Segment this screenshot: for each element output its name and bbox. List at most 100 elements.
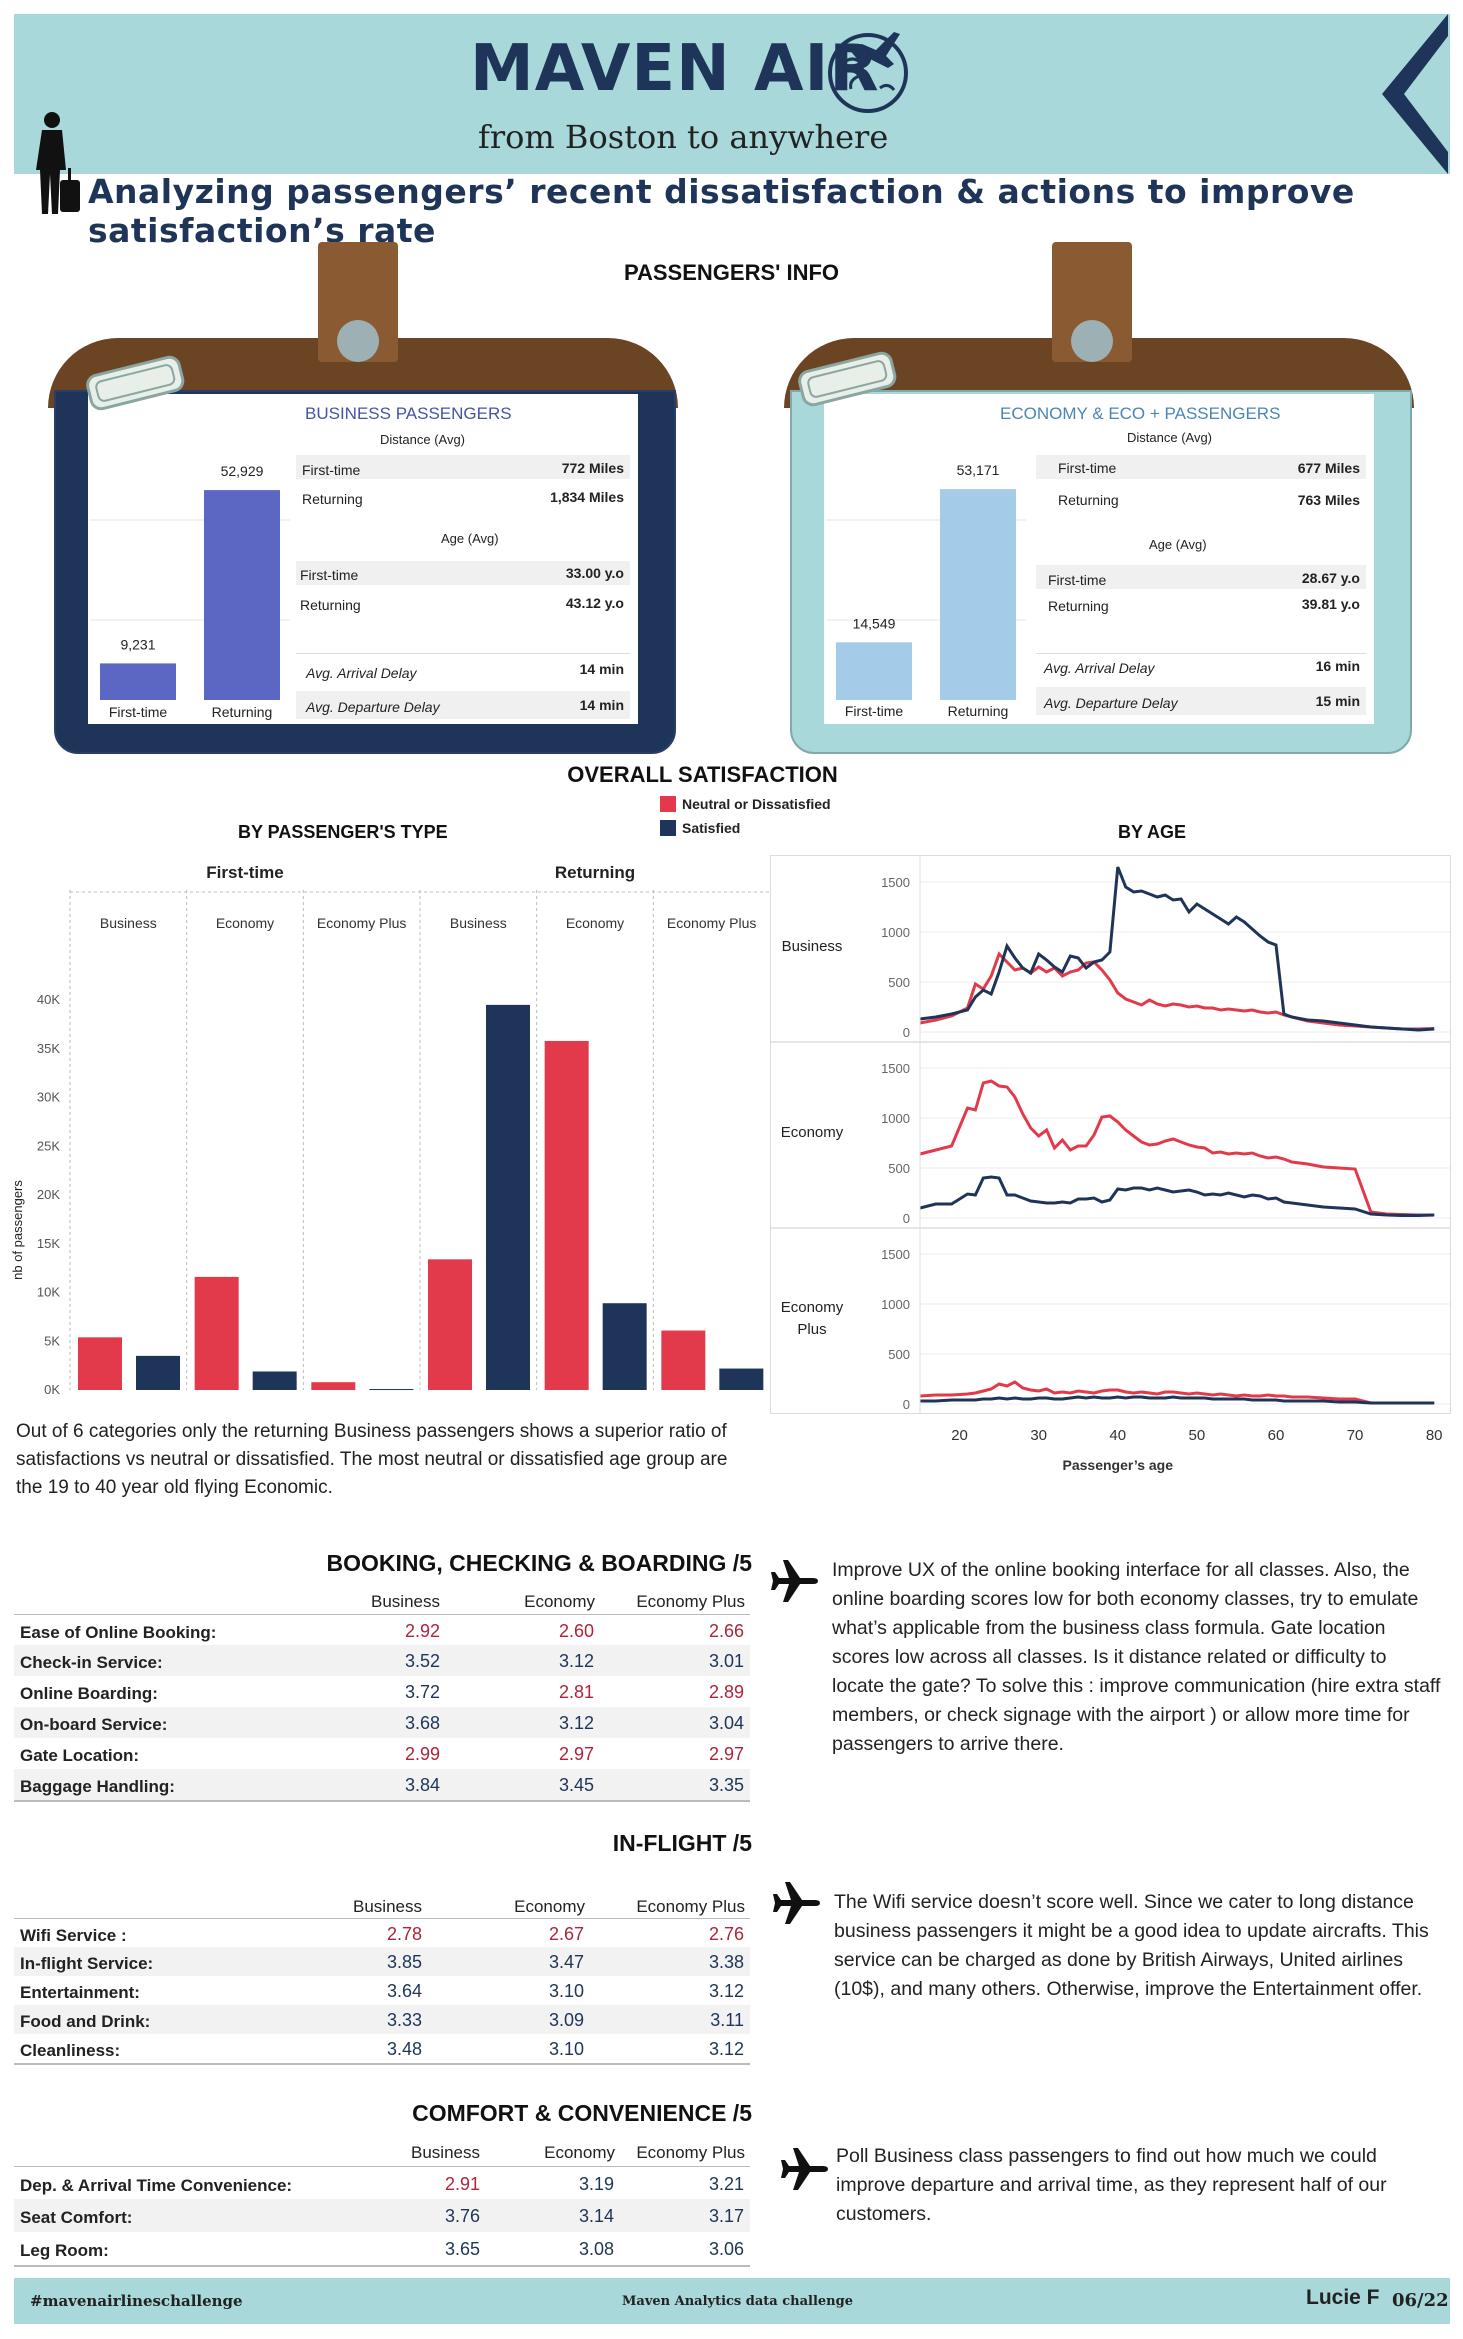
score-value: 2.81 <box>558 1682 594 1702</box>
bar-neutral <box>428 1259 472 1390</box>
business-age-first-value: 33.00 y.o <box>565 565 624 581</box>
economy-firsttime-label: First-time <box>845 703 904 719</box>
legend-neutral-swatch <box>660 796 676 812</box>
business-dist-first-value: 772 Miles <box>561 460 624 476</box>
by-age-title: BY AGE <box>1118 822 1187 842</box>
row-label: Gate Location: <box>20 1746 140 1765</box>
table-row: Check-in Service: 3.52 3.12 3.01 <box>14 1645 750 1676</box>
category-label: Business <box>100 915 157 931</box>
score-value: 2.89 <box>708 1682 744 1702</box>
score-value: 3.04 <box>708 1713 744 1733</box>
economy-distance-label: Distance (Avg) <box>1127 430 1213 445</box>
y-tick-label: 30K <box>37 1090 60 1105</box>
score-value: 3.45 <box>558 1775 594 1795</box>
economy-arrival-value: 16 min <box>1315 658 1360 674</box>
by-type-title: BY PASSENGER'S TYPE <box>238 822 448 842</box>
y-tick-label: 20K <box>37 1187 60 1202</box>
table-bottom-rule <box>14 2265 750 2267</box>
business-firsttime-count: 9,231 <box>120 636 155 652</box>
legend-satisfied-label: Satisfied <box>682 820 741 836</box>
bar-satisfied <box>486 1004 530 1390</box>
score-value: 3.19 <box>578 2174 614 2194</box>
score-value: 2.97 <box>558 1744 594 1764</box>
booking-comment: Improve UX of the online booking interfa… <box>832 1559 1441 1755</box>
x-tick-label: 70 <box>1347 1427 1364 1444</box>
business-dist-first-label: First-time <box>302 462 361 478</box>
business-age-ret-label: Returning <box>300 597 361 613</box>
inflight-head-economy: Economy <box>514 1897 585 1916</box>
inflight-title: IN-FLIGHT /5 <box>612 1830 752 1856</box>
line-satisfied <box>919 1175 1435 1217</box>
category-label: Business <box>450 915 507 931</box>
bar-neutral <box>661 1330 706 1390</box>
bar-satisfied <box>602 1303 647 1390</box>
passengers-info-title: PASSENGERS' INFO <box>623 260 840 285</box>
score-value: 3.84 <box>404 1775 440 1795</box>
score-value: 3.64 <box>386 1981 422 2001</box>
x-tick-label: 50 <box>1189 1427 1206 1444</box>
inflight-head-economy-plus: Economy Plus <box>636 1897 745 1916</box>
business-card-clip <box>318 242 398 362</box>
row-label: Food and Drink: <box>20 2012 151 2031</box>
y-tick-label: 1000 <box>881 1111 910 1126</box>
comfort-head-business: Business <box>411 2143 480 2162</box>
table-row: On-board Service: 3.68 3.12 3.04 <box>14 1707 750 1738</box>
score-value: 3.09 <box>548 2010 584 2030</box>
score-value: 3.12 <box>558 1713 594 1733</box>
booking-head-economy-plus: Economy Plus <box>636 1592 745 1611</box>
row-label: On-board Service: <box>20 1715 168 1734</box>
table-row: Seat Comfort: 3.76 3.14 3.17 <box>14 2199 750 2232</box>
business-dist-ret-value: 1,834 Miles <box>550 489 624 505</box>
line-satisfied <box>919 866 1435 1032</box>
table-row: Online Boarding: 3.72 2.81 2.89 <box>14 1676 750 1707</box>
economy-dist-first-label: First-time <box>1058 460 1117 476</box>
bar-neutral <box>544 1040 589 1390</box>
row-label: Cleanliness: <box>20 2041 121 2060</box>
x-tick-label: 60 <box>1268 1427 1285 1444</box>
row-label: Dep. & Arrival Time Convenience: <box>20 2176 293 2195</box>
y-tick-label: 1500 <box>881 1247 910 1262</box>
y-tick-label: 1000 <box>881 1297 910 1312</box>
economy-age-label: Age (Avg) <box>1149 537 1207 552</box>
table-row: Gate Location: 2.99 2.97 2.97 <box>14 1738 750 1769</box>
report-subtitle: Analyzing passengers’ recent dissatisfac… <box>88 172 1355 250</box>
booking-head-economy: Economy <box>524 1592 595 1611</box>
score-value: 3.85 <box>386 1952 422 1972</box>
bar-neutral <box>311 1382 356 1390</box>
footer-date: 06/22 <box>1392 2290 1449 2311</box>
booking-head-business: Business <box>371 1592 440 1611</box>
business-arrival-value: 14 min <box>579 661 624 677</box>
score-value: 3.10 <box>548 2039 584 2059</box>
business-firsttime-bar <box>100 663 176 700</box>
business-departure-value: 14 min <box>579 697 624 713</box>
economy-card-title: ECONOMY & ECO + PASSENGERS <box>1000 404 1281 423</box>
table-row: Food and Drink: 3.33 3.09 3.11 <box>14 2005 750 2034</box>
row-label: Entertainment: <box>20 1983 140 2002</box>
row-label: Online Boarding: <box>20 1684 158 1703</box>
score-value: 2.66 <box>708 1621 744 1641</box>
group-label: Returning <box>555 863 635 882</box>
x-tick-label: 30 <box>1030 1427 1047 1444</box>
score-value: 3.68 <box>404 1713 440 1733</box>
inflight-head-business: Business <box>353 1897 422 1916</box>
line-neutral <box>919 1380 1435 1405</box>
economy-age-ret-value: 39.81 y.o <box>1301 596 1360 612</box>
y-tick-label: 1500 <box>881 1061 910 1076</box>
row-label: In-flight Service: <box>20 1954 154 1973</box>
immigration-stamp-icon <box>86 355 185 411</box>
score-value: 2.91 <box>444 2174 480 2194</box>
score-value: 3.65 <box>444 2239 480 2259</box>
score-value: 3.12 <box>708 1981 744 2001</box>
bar-neutral <box>194 1276 239 1390</box>
age-chart-frame <box>770 855 1451 1414</box>
footer-author: Lucie F <box>1306 2286 1380 2309</box>
business-card-title: BUSINESS PASSENGERS <box>305 404 512 423</box>
economy-returning-label: Returning <box>948 703 1009 719</box>
score-value: 3.76 <box>444 2206 480 2226</box>
score-value: 3.72 <box>404 1682 440 1702</box>
score-value: 2.92 <box>404 1621 440 1641</box>
score-value: 2.60 <box>558 1621 594 1641</box>
table-row: Ease of Online Booking: 2.92 2.60 2.66 <box>14 1614 750 1646</box>
y-axis-label: nb of passengers <box>10 1180 25 1280</box>
line-neutral <box>919 951 1435 1031</box>
